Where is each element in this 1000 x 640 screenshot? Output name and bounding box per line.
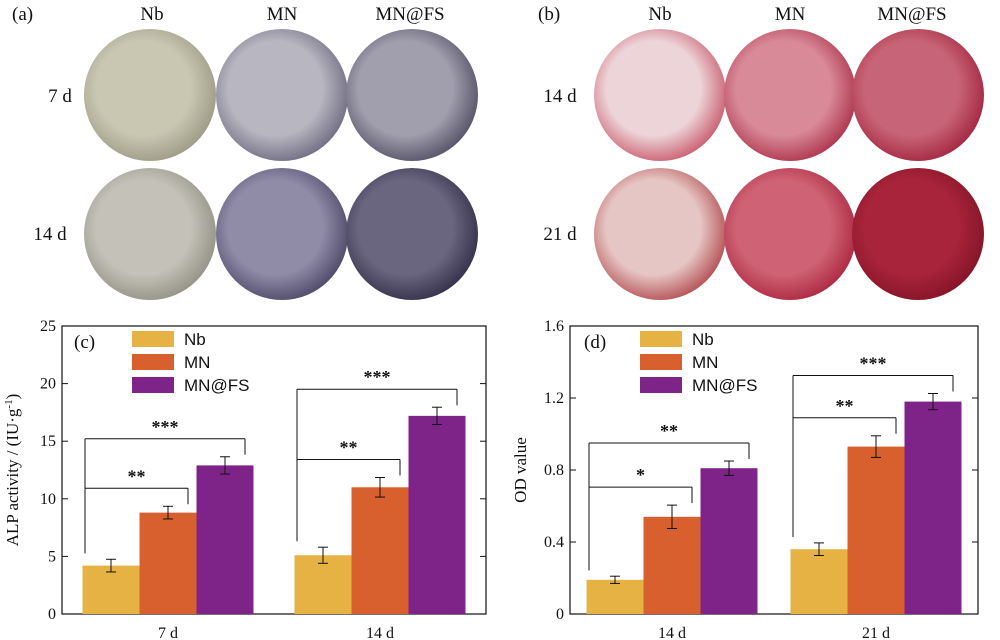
panel-a-row-14d: 14 d (33, 224, 67, 245)
photo-panel-a: (a) Nb MN MN@FS 7 d 14 d (12, 4, 478, 300)
panel-a-row-7d: 7 d (48, 86, 72, 107)
well-image-a-mnfs-7d (346, 29, 478, 161)
y-tick-label: 20 (40, 376, 56, 393)
bar (139, 512, 197, 614)
panel-label-d: (d) (584, 332, 606, 353)
panel-a-column-mnfs: MN@FS (375, 4, 444, 25)
well-image-b-nb-14d (594, 29, 726, 161)
bar (294, 555, 352, 614)
significance-mark: *** (364, 367, 391, 387)
panel-b-column-nb: Nb (648, 4, 671, 25)
well-image-b-nb-21d (594, 168, 726, 300)
well-image-b-mnfs-21d (852, 168, 984, 300)
panel-label-b: (b) (538, 4, 560, 25)
photo-panel-b: (b) Nb MN MN@FS 14 d 21 d (538, 4, 984, 300)
panel-a-column-mn: MN (267, 4, 298, 25)
y-tick-label: 5 (48, 548, 56, 565)
panel-a-column-nb: Nb (140, 4, 163, 25)
y-tick-label: 0.8 (544, 462, 564, 479)
panel-b-row-21d: 21 d (543, 224, 577, 245)
significance-mark: *** (152, 417, 179, 437)
y-tick-label: 10 (40, 491, 56, 508)
y-axis-label: ALP activity / (IU·g-1) (3, 394, 22, 547)
bar (904, 401, 962, 614)
panel-b-column-mnfs: MN@FS (877, 4, 946, 25)
legend-label: MN (184, 353, 210, 372)
panel-b-column-mn: MN (775, 4, 806, 25)
legend-label: MN (692, 353, 718, 372)
legend-label: MN@FS (692, 376, 757, 395)
legend-label: Nb (692, 330, 714, 349)
panel-label-c: (c) (74, 332, 95, 353)
legend-label: MN@FS (184, 376, 249, 395)
significance-mark: ** (340, 437, 358, 457)
x-tick-label: 14 d (658, 625, 686, 640)
bar (700, 468, 758, 614)
x-tick-label: 21 d (862, 625, 890, 640)
plot-frame (61, 325, 487, 615)
well-image-b-mn-21d (724, 168, 856, 300)
y-tick-label: 0.4 (544, 534, 564, 551)
bar (847, 446, 905, 614)
well-image-b-mn-14d (724, 29, 856, 161)
bar (82, 565, 140, 614)
x-tick-label: 14 d (366, 625, 394, 640)
legend-swatch (132, 354, 174, 370)
legend-swatch (640, 331, 682, 347)
well-image-a-mnfs-14d (346, 168, 478, 300)
panel-label-a: (a) (12, 4, 33, 25)
x-tick-label: 7 d (158, 625, 178, 640)
legend-swatch (132, 331, 174, 347)
y-axis-label: OD value (511, 437, 530, 503)
legend-swatch (640, 354, 682, 370)
bar (351, 487, 409, 614)
legend-swatch (132, 377, 174, 393)
chart-c: (c) 0 5 10 15 20 25 ALP activity / (IU·g-1) 7 d… (3, 318, 487, 640)
bar (408, 415, 466, 614)
bar (790, 549, 848, 614)
legend-label: Nb (184, 330, 206, 349)
significance-mark: ** (836, 396, 854, 416)
panel-b-row-14d: 14 d (543, 86, 577, 107)
well-image-a-mn-7d (216, 29, 348, 161)
legend-swatch (640, 377, 682, 393)
bar (643, 516, 701, 614)
y-tick-label: 15 (40, 433, 56, 450)
significance-mark: ** (128, 466, 146, 486)
y-tick-label: 1.6 (544, 318, 564, 335)
well-image-b-mnfs-14d (852, 29, 984, 161)
y-tick-label: 0 (48, 606, 56, 623)
significance-mark: *** (860, 354, 887, 374)
bar (196, 465, 254, 614)
significance-mark: * (636, 465, 645, 485)
y-tick-label: 25 (40, 318, 56, 335)
well-image-a-nb-14d (84, 168, 216, 300)
bar (586, 579, 644, 614)
y-tick-label: 0 (556, 606, 564, 623)
significance-mark: ** (660, 421, 678, 441)
y-tick-label: 1.2 (544, 390, 564, 407)
well-image-a-nb-7d (84, 29, 216, 161)
well-image-a-mn-14d (216, 168, 348, 300)
